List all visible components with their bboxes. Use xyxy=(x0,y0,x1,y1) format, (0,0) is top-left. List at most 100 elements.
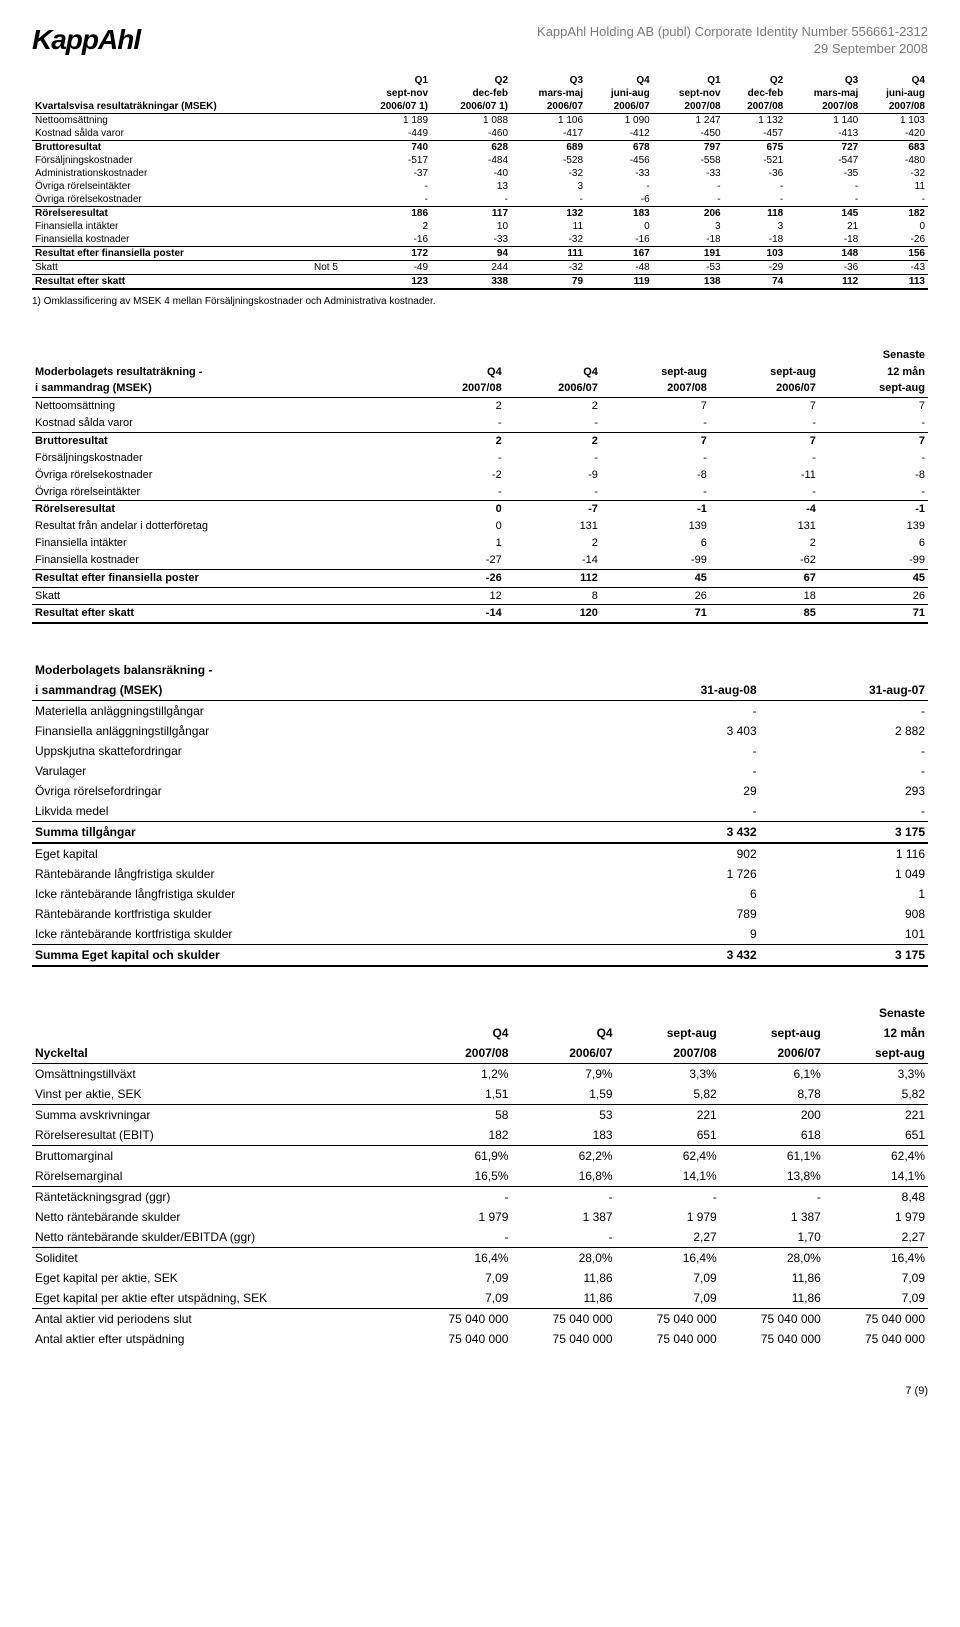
cell: 221 xyxy=(824,1105,928,1126)
cell: 71 xyxy=(819,605,928,623)
cell: - xyxy=(786,180,861,193)
row-label: Resultat från andelar i dotterföretag xyxy=(32,518,408,535)
row-label: Materiella anläggningstillgångar xyxy=(32,701,591,722)
cell: -49 xyxy=(351,260,431,274)
cell: 26 xyxy=(601,587,710,605)
table-row: Uppskjutna skattefordringar-- xyxy=(32,741,928,761)
row-label: Resultat efter finansiella poster xyxy=(32,246,311,260)
table-row: Övriga rörelseintäkter-133----11 xyxy=(32,180,928,193)
col-top xyxy=(511,1003,615,1023)
cell: - xyxy=(505,415,601,432)
col-mid: juni-aug xyxy=(861,87,928,100)
cell: 797 xyxy=(653,140,724,154)
table-row: Räntebärande kortfristiga skulder789908 xyxy=(32,904,928,924)
cell: - xyxy=(591,701,759,722)
col-top: Q1 xyxy=(653,74,724,87)
col-mid: dec-feb xyxy=(724,87,787,100)
cell: 200 xyxy=(720,1105,824,1126)
cell: 113 xyxy=(861,274,928,289)
cell: 183 xyxy=(586,206,653,220)
table-row: Övriga rörelseintäkter----- xyxy=(32,484,928,501)
cell: 3 175 xyxy=(760,945,928,967)
cell: -26 xyxy=(408,569,504,587)
cell: 727 xyxy=(786,140,861,154)
col-mid: sept-aug xyxy=(601,364,710,381)
cell: 11,86 xyxy=(720,1268,824,1288)
cell: 3,3% xyxy=(616,1064,720,1085)
cell: 1 979 xyxy=(616,1207,720,1227)
cell: - xyxy=(760,801,928,822)
cell: - xyxy=(431,193,511,207)
cell: -33 xyxy=(653,167,724,180)
cell: -7 xyxy=(505,501,601,518)
cell: 2,27 xyxy=(616,1227,720,1248)
row-note xyxy=(311,233,351,247)
cell: 186 xyxy=(351,206,431,220)
row-note xyxy=(311,193,351,207)
cell: - xyxy=(760,701,928,722)
cell: 79 xyxy=(511,274,586,289)
row-label: Netto räntebärande skulder xyxy=(32,1207,407,1227)
row-note xyxy=(311,140,351,154)
cell: 62,4% xyxy=(616,1146,720,1167)
cell: -547 xyxy=(786,154,861,167)
table-row: Rörelsemarginal16,5%16,8%14,1%13,8%14,1% xyxy=(32,1166,928,1187)
row-note: Not 5 xyxy=(311,260,351,274)
table-row: Räntetäckningsgrad (ggr)----8,48 xyxy=(32,1187,928,1208)
col-mid: sept-nov xyxy=(653,87,724,100)
corp-identity: KappAhl Holding AB (publ) Corporate Iden… xyxy=(537,24,928,41)
cell: 16,4% xyxy=(824,1248,928,1269)
cell: 1 979 xyxy=(407,1207,511,1227)
cell: -14 xyxy=(408,605,504,623)
cell: -521 xyxy=(724,154,787,167)
table-row: Bruttomarginal61,9%62,2%62,4%61,1%62,4% xyxy=(32,1146,928,1167)
cell: 11 xyxy=(861,180,928,193)
cell: 2 xyxy=(408,433,504,450)
cell: 7,09 xyxy=(616,1288,720,1309)
cell: 8,78 xyxy=(720,1084,824,1105)
cell: 14,1% xyxy=(824,1166,928,1187)
cell: - xyxy=(653,193,724,207)
cell: 6,1% xyxy=(720,1064,824,1085)
cell: 789 xyxy=(591,904,759,924)
cell: -33 xyxy=(586,167,653,180)
col-mid: sept-aug xyxy=(710,364,819,381)
cell: 0 xyxy=(408,501,504,518)
cell: -40 xyxy=(431,167,511,180)
col-top: Q2 xyxy=(724,74,787,87)
cell: 75 040 000 xyxy=(616,1309,720,1330)
table-row: SkattNot 5-49244-32-48-53-29-36-43 xyxy=(32,260,928,274)
table-row: Nettoomsättning1 1891 0881 1061 0901 247… xyxy=(32,113,928,127)
cell: 1,70 xyxy=(720,1227,824,1248)
quarterly-income-table: Q1Q2Q3Q4Q1Q2Q3Q4sept-novdec-febmars-majj… xyxy=(32,74,928,290)
row-label: Finansiella anläggningstillgångar xyxy=(32,721,591,741)
cell: - xyxy=(408,450,504,467)
col-mid: 12 mån xyxy=(824,1023,928,1043)
cell: 117 xyxy=(431,206,511,220)
col-top xyxy=(505,347,601,364)
table-row: Summa avskrivningar5853221200221 xyxy=(32,1105,928,1126)
col-top: Q2 xyxy=(431,74,511,87)
cell: 103 xyxy=(724,246,787,260)
col-mid: sept-aug xyxy=(720,1023,824,1043)
table-row: Finansiella intäkter21011033210 xyxy=(32,220,928,233)
col-top xyxy=(601,347,710,364)
row-label: Försäljningskostnader xyxy=(32,154,311,167)
cell: 75 040 000 xyxy=(824,1309,928,1330)
cell: 75 040 000 xyxy=(616,1329,720,1349)
cell: 18 xyxy=(710,587,819,605)
cell: 75 040 000 xyxy=(824,1329,928,1349)
cell: -480 xyxy=(861,154,928,167)
cell: - xyxy=(720,1187,824,1208)
row-label: Övriga rörelseintäkter xyxy=(32,484,408,501)
table-row: Antal aktier efter utspädning75 040 0007… xyxy=(32,1329,928,1349)
cell: 8,48 xyxy=(824,1187,928,1208)
cell: 1 106 xyxy=(511,113,586,127)
cell: 11,86 xyxy=(511,1288,615,1309)
row-label: Övriga rörelsekostnader xyxy=(32,193,311,207)
cell: 119 xyxy=(586,274,653,289)
header-meta: KappAhl Holding AB (publ) Corporate Iden… xyxy=(537,24,928,58)
col-mid: Q4 xyxy=(505,364,601,381)
cell: 28,0% xyxy=(511,1248,615,1269)
cell: 1 049 xyxy=(760,864,928,884)
